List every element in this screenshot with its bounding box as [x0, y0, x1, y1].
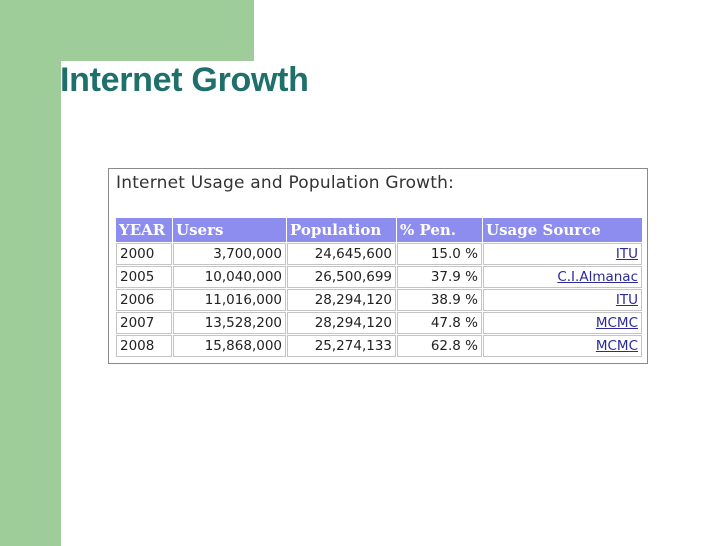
- cell-year: 2008: [116, 335, 172, 357]
- cell-source: ITU: [483, 243, 642, 265]
- cell-population: 26,500,699: [287, 266, 396, 288]
- header-population: Population: [287, 218, 396, 242]
- header-year: YEAR: [116, 218, 172, 242]
- source-link-mcmc[interactable]: MCMC: [595, 315, 638, 331]
- table-row: 2007 13,528,200 28,294,120 47.8 % MCMC: [116, 312, 642, 334]
- cell-source: MCMC: [483, 312, 642, 334]
- table-header-row: YEAR Users Population % Pen. Usage Sourc…: [116, 218, 642, 242]
- slide-title: Internet Growth: [60, 61, 309, 99]
- header-penetration: % Pen.: [397, 218, 482, 242]
- cell-penetration: 62.8 %: [397, 335, 482, 357]
- cell-year: 2000: [116, 243, 172, 265]
- usage-panel: Internet Usage and Population Growth: YE…: [108, 168, 648, 364]
- cell-source: ITU: [483, 289, 642, 311]
- cell-population: 28,294,120: [287, 289, 396, 311]
- cell-users: 15,868,000: [173, 335, 286, 357]
- cell-penetration: 38.9 %: [397, 289, 482, 311]
- cell-population: 28,294,120: [287, 312, 396, 334]
- source-link-itu[interactable]: ITU: [615, 246, 638, 262]
- table-row: 2005 10,040,000 26,500,699 37.9 % C.I.Al…: [116, 266, 642, 288]
- cell-population: 24,645,600: [287, 243, 396, 265]
- cell-source: MCMC: [483, 335, 642, 357]
- top-accent-block: [0, 0, 254, 61]
- cell-users: 11,016,000: [173, 289, 286, 311]
- header-usage-source: Usage Source: [483, 218, 642, 242]
- source-link-itu[interactable]: ITU: [615, 292, 638, 308]
- cell-year: 2006: [116, 289, 172, 311]
- source-link-ci-almanac[interactable]: C.I.Almanac: [557, 269, 638, 285]
- table-row: 2006 11,016,000 28,294,120 38.9 % ITU: [116, 289, 642, 311]
- source-link-mcmc[interactable]: MCMC: [595, 338, 638, 354]
- usage-table: YEAR Users Population % Pen. Usage Sourc…: [115, 217, 643, 358]
- cell-users: 10,040,000: [173, 266, 286, 288]
- table-row: 2008 15,868,000 25,274,133 62.8 % MCMC: [116, 335, 642, 357]
- cell-source: C.I.Almanac: [483, 266, 642, 288]
- cell-users: 3,700,000: [173, 243, 286, 265]
- panel-heading: Internet Usage and Population Growth:: [116, 173, 455, 193]
- cell-year: 2007: [116, 312, 172, 334]
- cell-penetration: 47.8 %: [397, 312, 482, 334]
- cell-users: 13,528,200: [173, 312, 286, 334]
- cell-population: 25,274,133: [287, 335, 396, 357]
- cell-penetration: 15.0 %: [397, 243, 482, 265]
- header-users: Users: [173, 218, 286, 242]
- cell-year: 2005: [116, 266, 172, 288]
- table-row: 2000 3,700,000 24,645,600 15.0 % ITU: [116, 243, 642, 265]
- cell-penetration: 37.9 %: [397, 266, 482, 288]
- left-accent-bar: [0, 0, 61, 546]
